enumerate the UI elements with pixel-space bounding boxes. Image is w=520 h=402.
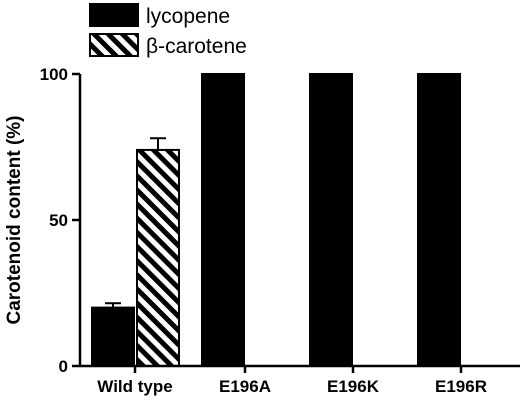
x-tick-label: E196K xyxy=(327,377,380,396)
error-bars xyxy=(105,137,166,308)
legend-swatch xyxy=(89,3,139,27)
legend-label: lycopene xyxy=(146,5,230,28)
bar-lycopene-e196r xyxy=(417,73,461,367)
bars xyxy=(91,73,461,368)
bar-carotene-wild-type xyxy=(136,148,180,367)
x-tick-label: E196A xyxy=(219,377,271,396)
y-ticks: 0 50 100 xyxy=(40,65,80,376)
legend-swatch xyxy=(89,33,139,57)
bar-lycopene-wild-type xyxy=(91,306,135,368)
y-tick-label: 50 xyxy=(49,211,68,230)
bar-lycopene-e196k xyxy=(309,73,353,367)
x-tick-label: E196R xyxy=(435,377,487,396)
legend-label: β-carotene xyxy=(146,35,247,58)
y-tick-label: 0 xyxy=(59,357,68,376)
x-tick-labels: Wild type E196A E196K E196R xyxy=(97,366,487,396)
y-tick-label: 100 xyxy=(40,65,68,84)
x-tick-label: Wild type xyxy=(97,377,172,396)
y-axis-label: Carotenoid content (%) xyxy=(4,116,25,325)
legend: lycopene β-carotene xyxy=(89,3,247,58)
bar-lycopene-e196a xyxy=(201,73,245,367)
